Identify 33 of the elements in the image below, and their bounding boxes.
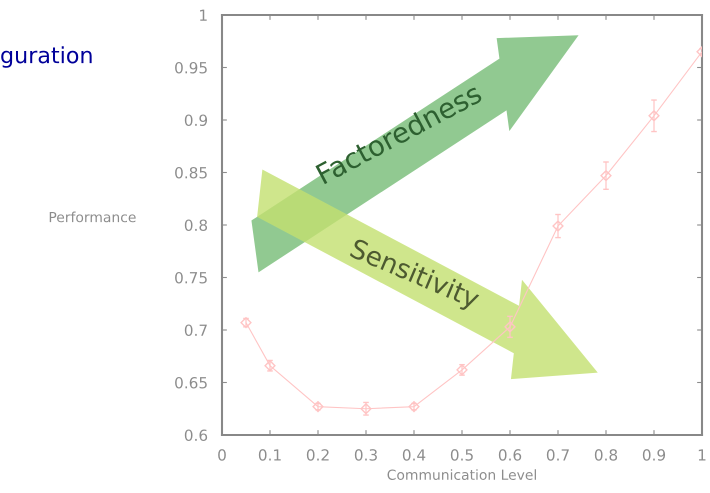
point [456, 364, 468, 376]
x-tick-label: 0.7 [546, 449, 569, 461]
point [600, 170, 612, 182]
x-tick-label: 1 [698, 449, 706, 460]
y-tick-label: 0.85 [175, 166, 207, 179]
x-tick-label: 0.8 [594, 449, 618, 461]
y-axis-title: Performance [50, 212, 136, 222]
point [504, 321, 516, 332]
point [240, 317, 252, 328]
y-tick-label: 0.75 [175, 272, 207, 284]
x-tick-label: 0 [218, 449, 226, 461]
point [552, 220, 564, 232]
x-tick-label: 0.5 [450, 449, 473, 461]
y-tick-label: 0.95 [175, 62, 207, 74]
text: guration [1, 46, 92, 68]
x-tick-label: 0.3 [354, 449, 377, 461]
x-tick-label: 0.9 [642, 449, 666, 461]
point [648, 110, 660, 122]
x-tick-label: 0.6 [498, 449, 522, 461]
y-tick-label: 0.65 [175, 376, 207, 389]
point [360, 403, 372, 414]
x-axis-title: Communication Level [388, 469, 536, 480]
x-tick-label: 0.2 [306, 449, 329, 461]
point [264, 360, 276, 372]
point [408, 401, 420, 412]
x-tick-label: 0.4 [402, 449, 426, 461]
point [312, 401, 324, 412]
x-tick-label: 0.1 [258, 449, 281, 461]
y-tick-label: 0.7 [184, 324, 207, 336]
y-tick-label: 1 [200, 10, 207, 21]
y-tick-label: 0.6 [184, 429, 208, 442]
y-tick-label: 0.8 [184, 219, 208, 232]
y-tick-label: 0.9 [184, 114, 208, 126]
